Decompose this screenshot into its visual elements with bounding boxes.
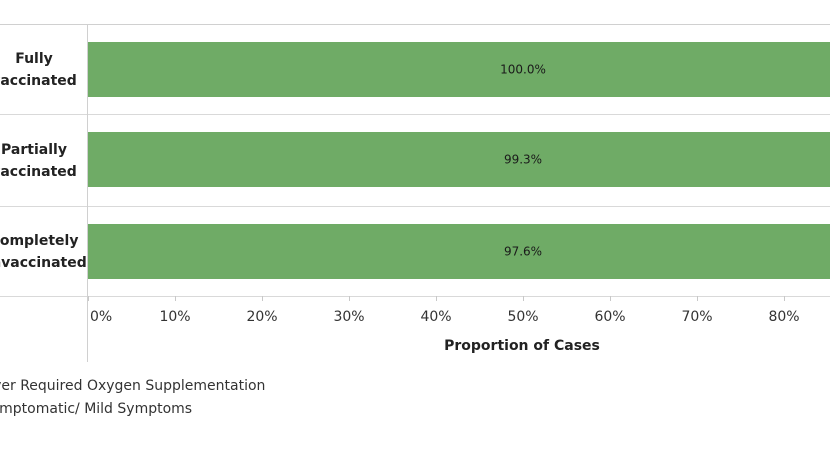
x-tick-label: 10%	[159, 309, 190, 325]
bar[interactable]	[88, 42, 830, 97]
x-tick-label: 20%	[246, 309, 277, 325]
legend: Never Required Oxygen Supplementation Asy…	[0, 378, 265, 417]
bar[interactable]	[88, 132, 830, 187]
bars: 100.0% 99.3% 97.6%	[88, 42, 830, 279]
category-label: unvaccinated	[0, 255, 87, 271]
x-axis-title: Proportion of Cases	[444, 338, 600, 354]
x-tick-label: 50%	[507, 309, 538, 325]
x-tick-label: 30%	[333, 309, 364, 325]
x-tick-label: 40%	[420, 309, 451, 325]
category-label: vaccinated	[0, 73, 77, 89]
category-label: Fully	[15, 51, 53, 67]
category-label: Completely	[0, 233, 78, 249]
bar-value-label: 99.3%	[504, 153, 542, 167]
category-label: Partially	[1, 142, 67, 158]
x-axis: 0% 10% 20% 30% 40% 50% 60% 70% 80% Proportion of …	[88, 296, 800, 354]
chart-frame	[0, 24, 830, 362]
category-labels: Fully vaccinated Partially vaccinated Comple…	[0, 51, 87, 271]
legend-entry: Never Required Oxygen Supplementation	[0, 378, 265, 394]
x-tick-label: 60%	[594, 309, 625, 325]
category-label: vaccinated	[0, 164, 77, 180]
bar-value-label: 100.0%	[500, 63, 546, 77]
legend-entry: Asymptomatic/ Mild Symptoms	[0, 401, 192, 417]
bar[interactable]	[88, 224, 830, 279]
x-tick-label: 0%	[90, 309, 112, 325]
x-tick-label: 70%	[681, 309, 712, 325]
bar-value-label: 97.6%	[504, 245, 542, 259]
x-tick-label: 80%	[768, 309, 799, 325]
